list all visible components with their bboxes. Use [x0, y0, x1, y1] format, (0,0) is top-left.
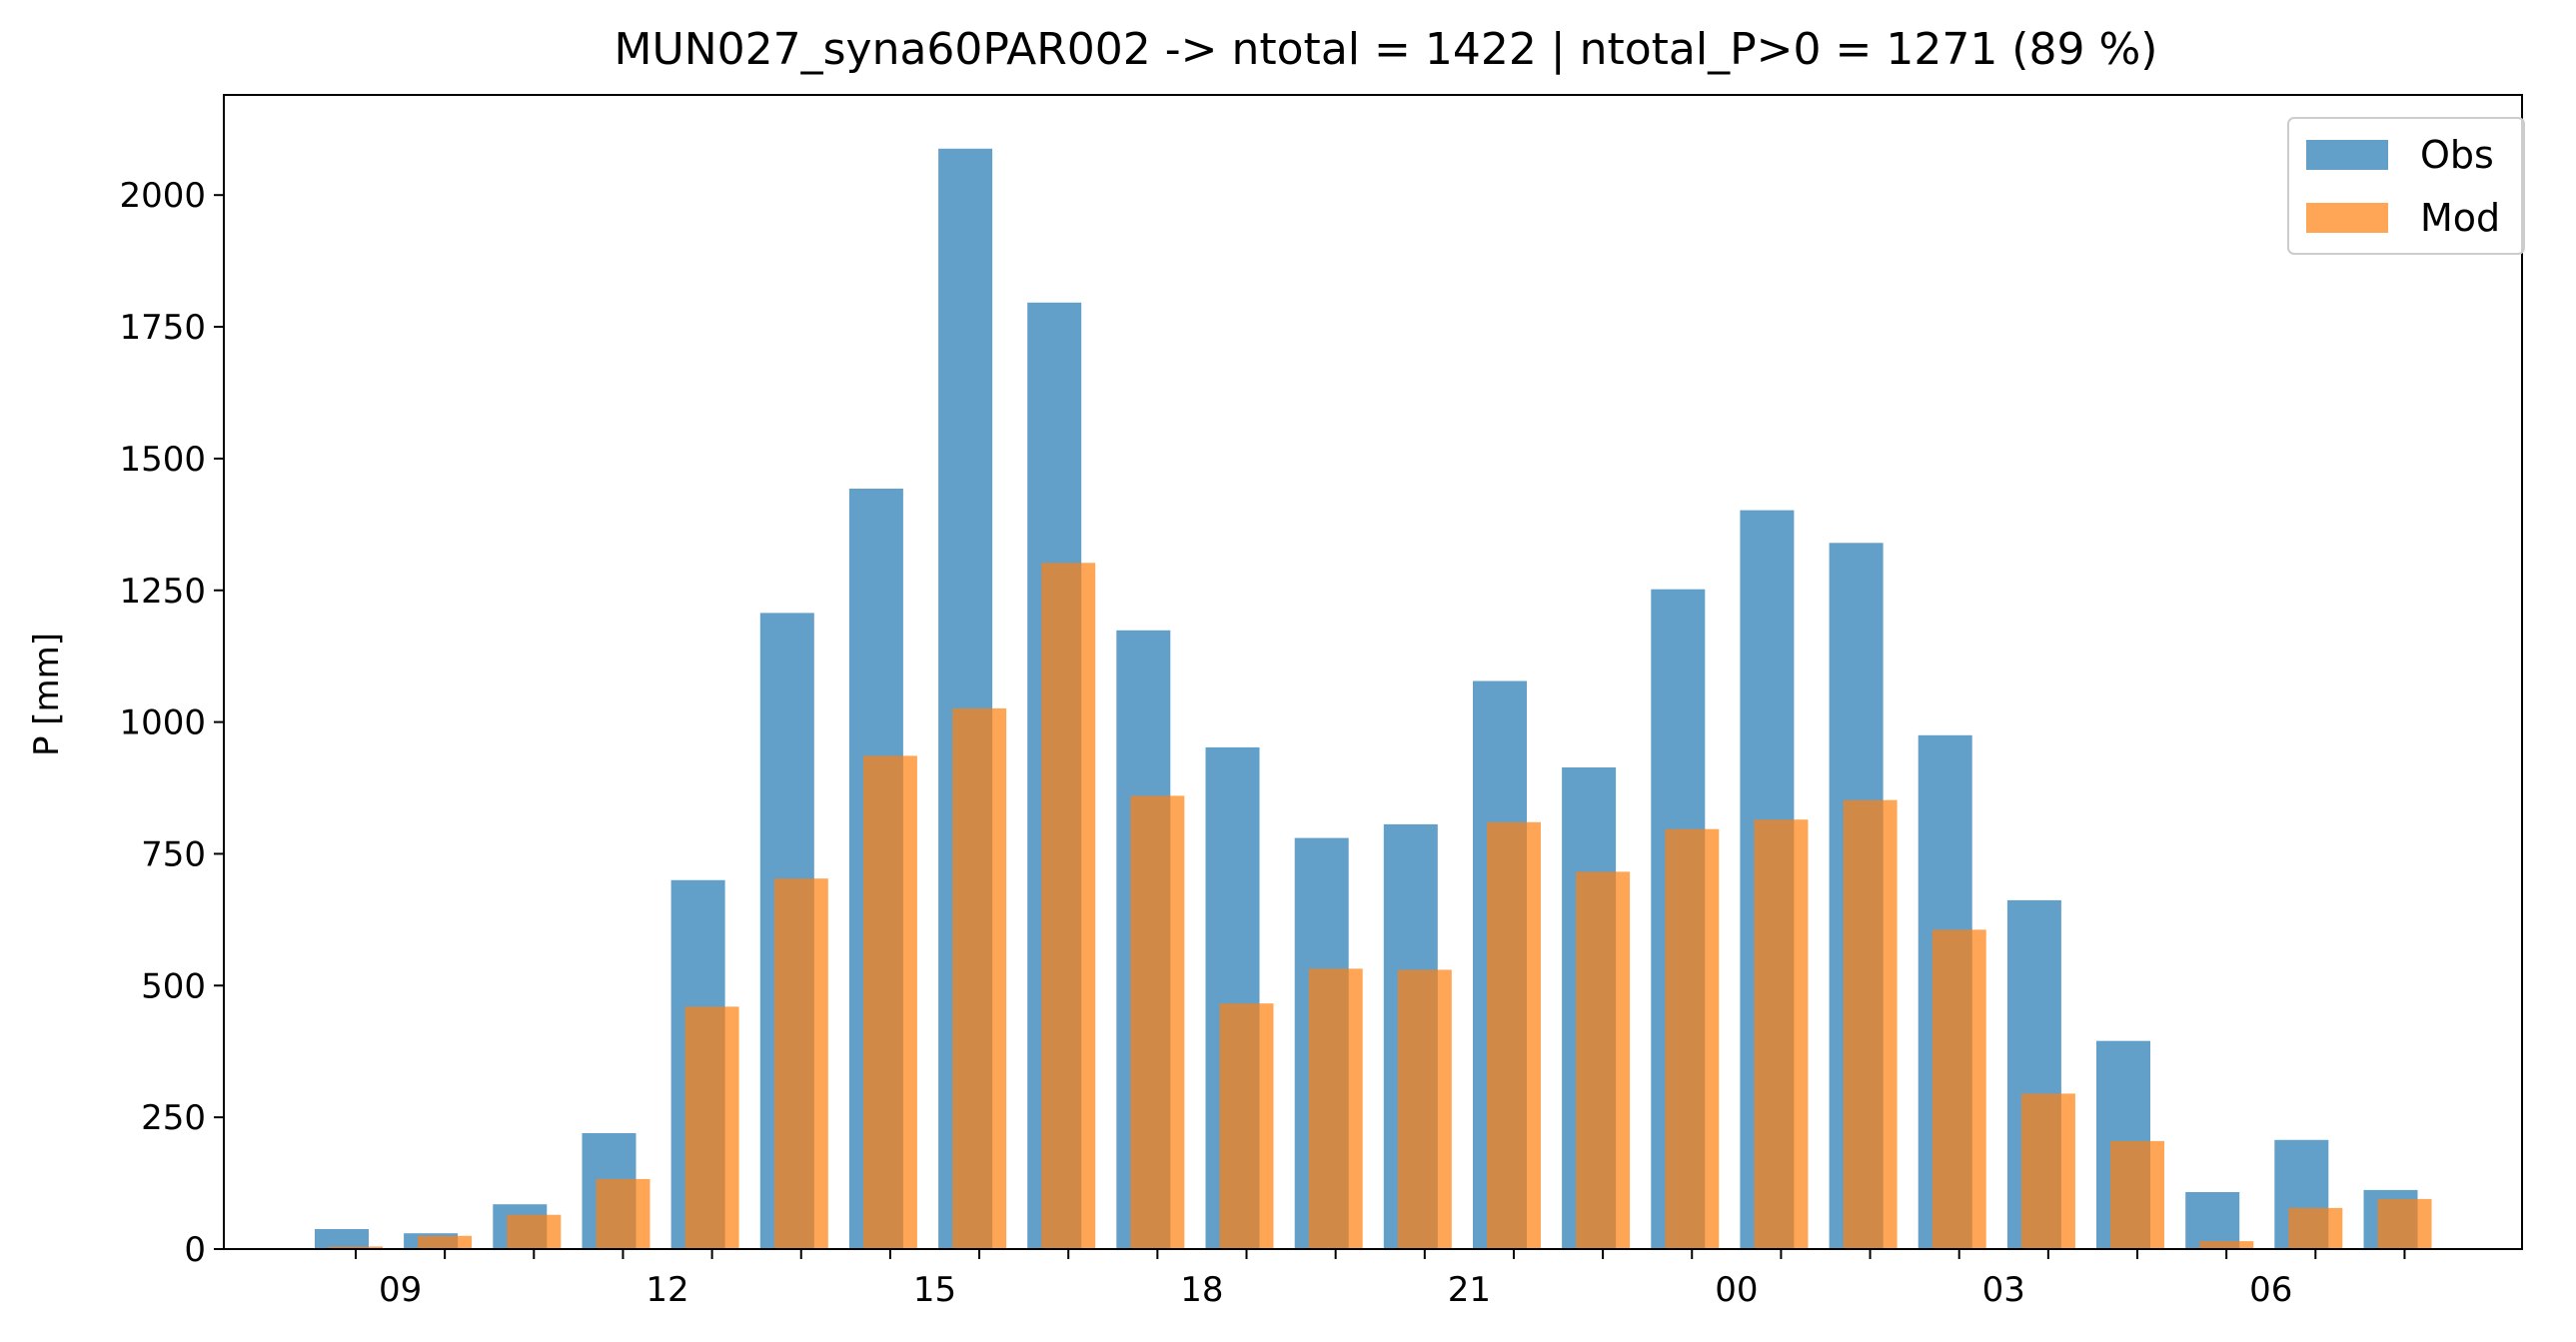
bar-mod-02	[1932, 929, 1986, 1249]
x-tick-label: 21	[1448, 1270, 1491, 1310]
bar-mod-03	[2020, 1093, 2075, 1249]
y-tick-label: 0	[184, 1230, 206, 1270]
plot-frame	[223, 94, 2523, 1250]
y-tick-label: 250	[141, 1098, 206, 1138]
y-tick-label: 750	[141, 834, 206, 874]
y-tick-label: 2000	[119, 176, 206, 216]
bar-mod-00	[1754, 819, 1809, 1249]
bar-mod-20	[1397, 969, 1452, 1249]
bar-mod-14	[862, 755, 917, 1249]
bar-mod-08	[329, 1246, 383, 1249]
y-tick-label: 1000	[119, 703, 206, 743]
bar-mod-09	[418, 1235, 473, 1249]
bar-mod-17	[1130, 795, 1185, 1249]
legend-swatch-mod	[2306, 203, 2388, 233]
axes-group: 0 250 500 750 1000 1250 1500 1750 2000 09 12 15 18 21…	[119, 94, 2523, 1310]
x-tick-label: 09	[379, 1270, 422, 1310]
bar-mod-07	[2377, 1198, 2432, 1249]
y-tick-label: 500	[141, 966, 206, 1006]
bar-mod-13	[773, 878, 828, 1249]
x-tick-label: 03	[1982, 1270, 2025, 1310]
bar-mod-16	[1041, 563, 1096, 1249]
bar-mod-21	[1487, 821, 1541, 1249]
bars-group	[315, 148, 2432, 1250]
bar-mod-05	[2199, 1241, 2254, 1249]
x-tick-label: 00	[1715, 1270, 1758, 1310]
bar-mod-19	[1308, 968, 1363, 1249]
y-tick-label: 1750	[119, 308, 206, 348]
bar-mod-23	[1665, 828, 1720, 1249]
chart-title: MUN027_syna60PAR002 -> ntotal = 1422 | n…	[615, 24, 2158, 75]
y-tick-label: 1500	[119, 440, 206, 480]
x-tick-label: 06	[2249, 1270, 2292, 1310]
legend-label-obs: Obs	[2420, 133, 2494, 177]
x-tick-label: 12	[645, 1270, 688, 1310]
bar-mod-01	[1843, 799, 1898, 1249]
bar-mod-15	[952, 707, 1007, 1249]
bar-mod-18	[1219, 1003, 1274, 1249]
y-tick-label: 1250	[119, 572, 206, 612]
legend: Obs Mod	[2287, 117, 2525, 255]
y-axis-label: P [mm]	[27, 633, 67, 756]
x-tick-label: 18	[1180, 1270, 1223, 1310]
bar-obs-05	[2185, 1192, 2240, 1249]
legend-swatch-obs	[2306, 140, 2388, 170]
bar-mod-22	[1576, 871, 1631, 1249]
x-tick-label: 15	[913, 1270, 956, 1310]
legend-label-mod: Mod	[2420, 196, 2500, 240]
bar-mod-04	[2110, 1140, 2164, 1249]
bar-mod-10	[507, 1214, 562, 1249]
bar-mod-12	[684, 1006, 739, 1249]
bar-mod-06	[2288, 1207, 2343, 1249]
bar-mod-11	[596, 1178, 650, 1249]
bar-obs-08	[315, 1229, 369, 1249]
